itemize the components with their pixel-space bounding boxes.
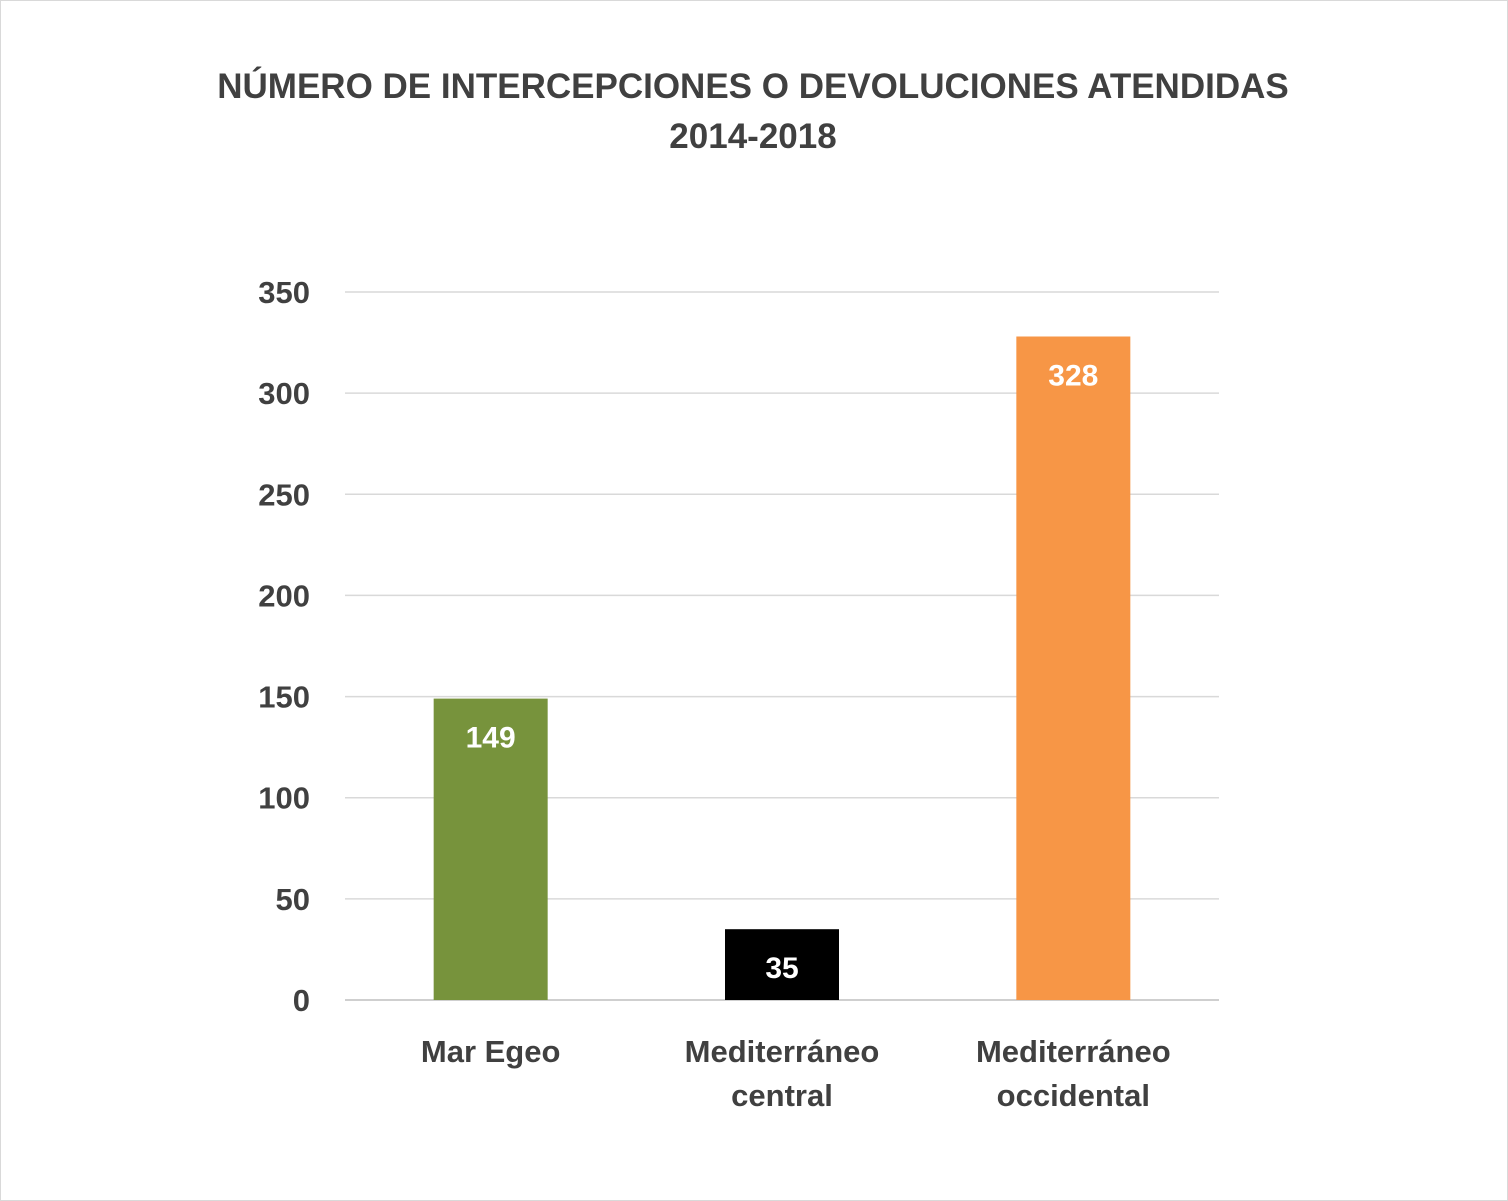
y-tick-label: 200 bbox=[258, 578, 310, 613]
bar bbox=[725, 929, 839, 1000]
y-tick-label: 50 bbox=[276, 882, 310, 917]
y-tick-label: 250 bbox=[258, 477, 310, 512]
x-category-label: Mediterráneo bbox=[685, 1034, 880, 1069]
x-axis-categories: Mar Egeo Mediterráneo central Mediterráneo o… bbox=[421, 1034, 1171, 1113]
x-category-label: Mar Egeo bbox=[421, 1034, 561, 1069]
chart-title: NÚMERO DE INTERCEPCIONES O DEVOLUCIONES … bbox=[0, 62, 1506, 162]
y-tick-label: 150 bbox=[258, 680, 310, 715]
data-label: 328 bbox=[1048, 360, 1098, 393]
chart-title-line-2: 2014-2018 bbox=[669, 117, 837, 156]
data-label: 35 bbox=[765, 952, 798, 985]
chart-title-line-1: NÚMERO DE INTERCEPCIONES O DEVOLUCIONES … bbox=[217, 67, 1289, 106]
bars: 149 35 328 bbox=[433, 336, 1131, 1000]
y-tick-label: 100 bbox=[258, 781, 310, 816]
y-tick-label: 350 bbox=[258, 275, 310, 310]
y-axis-ticks: 0 50 100 150 200 250 300 350 bbox=[258, 275, 310, 1018]
x-category-label: central bbox=[731, 1078, 833, 1113]
data-label: 149 bbox=[466, 722, 516, 755]
y-tick-label: 0 bbox=[293, 983, 310, 1018]
x-category-label: occidental bbox=[997, 1078, 1150, 1113]
x-category-label: Mediterráneo bbox=[976, 1034, 1171, 1069]
bar bbox=[433, 698, 548, 1000]
y-tick-label: 300 bbox=[258, 376, 310, 411]
bar bbox=[1016, 336, 1131, 1000]
